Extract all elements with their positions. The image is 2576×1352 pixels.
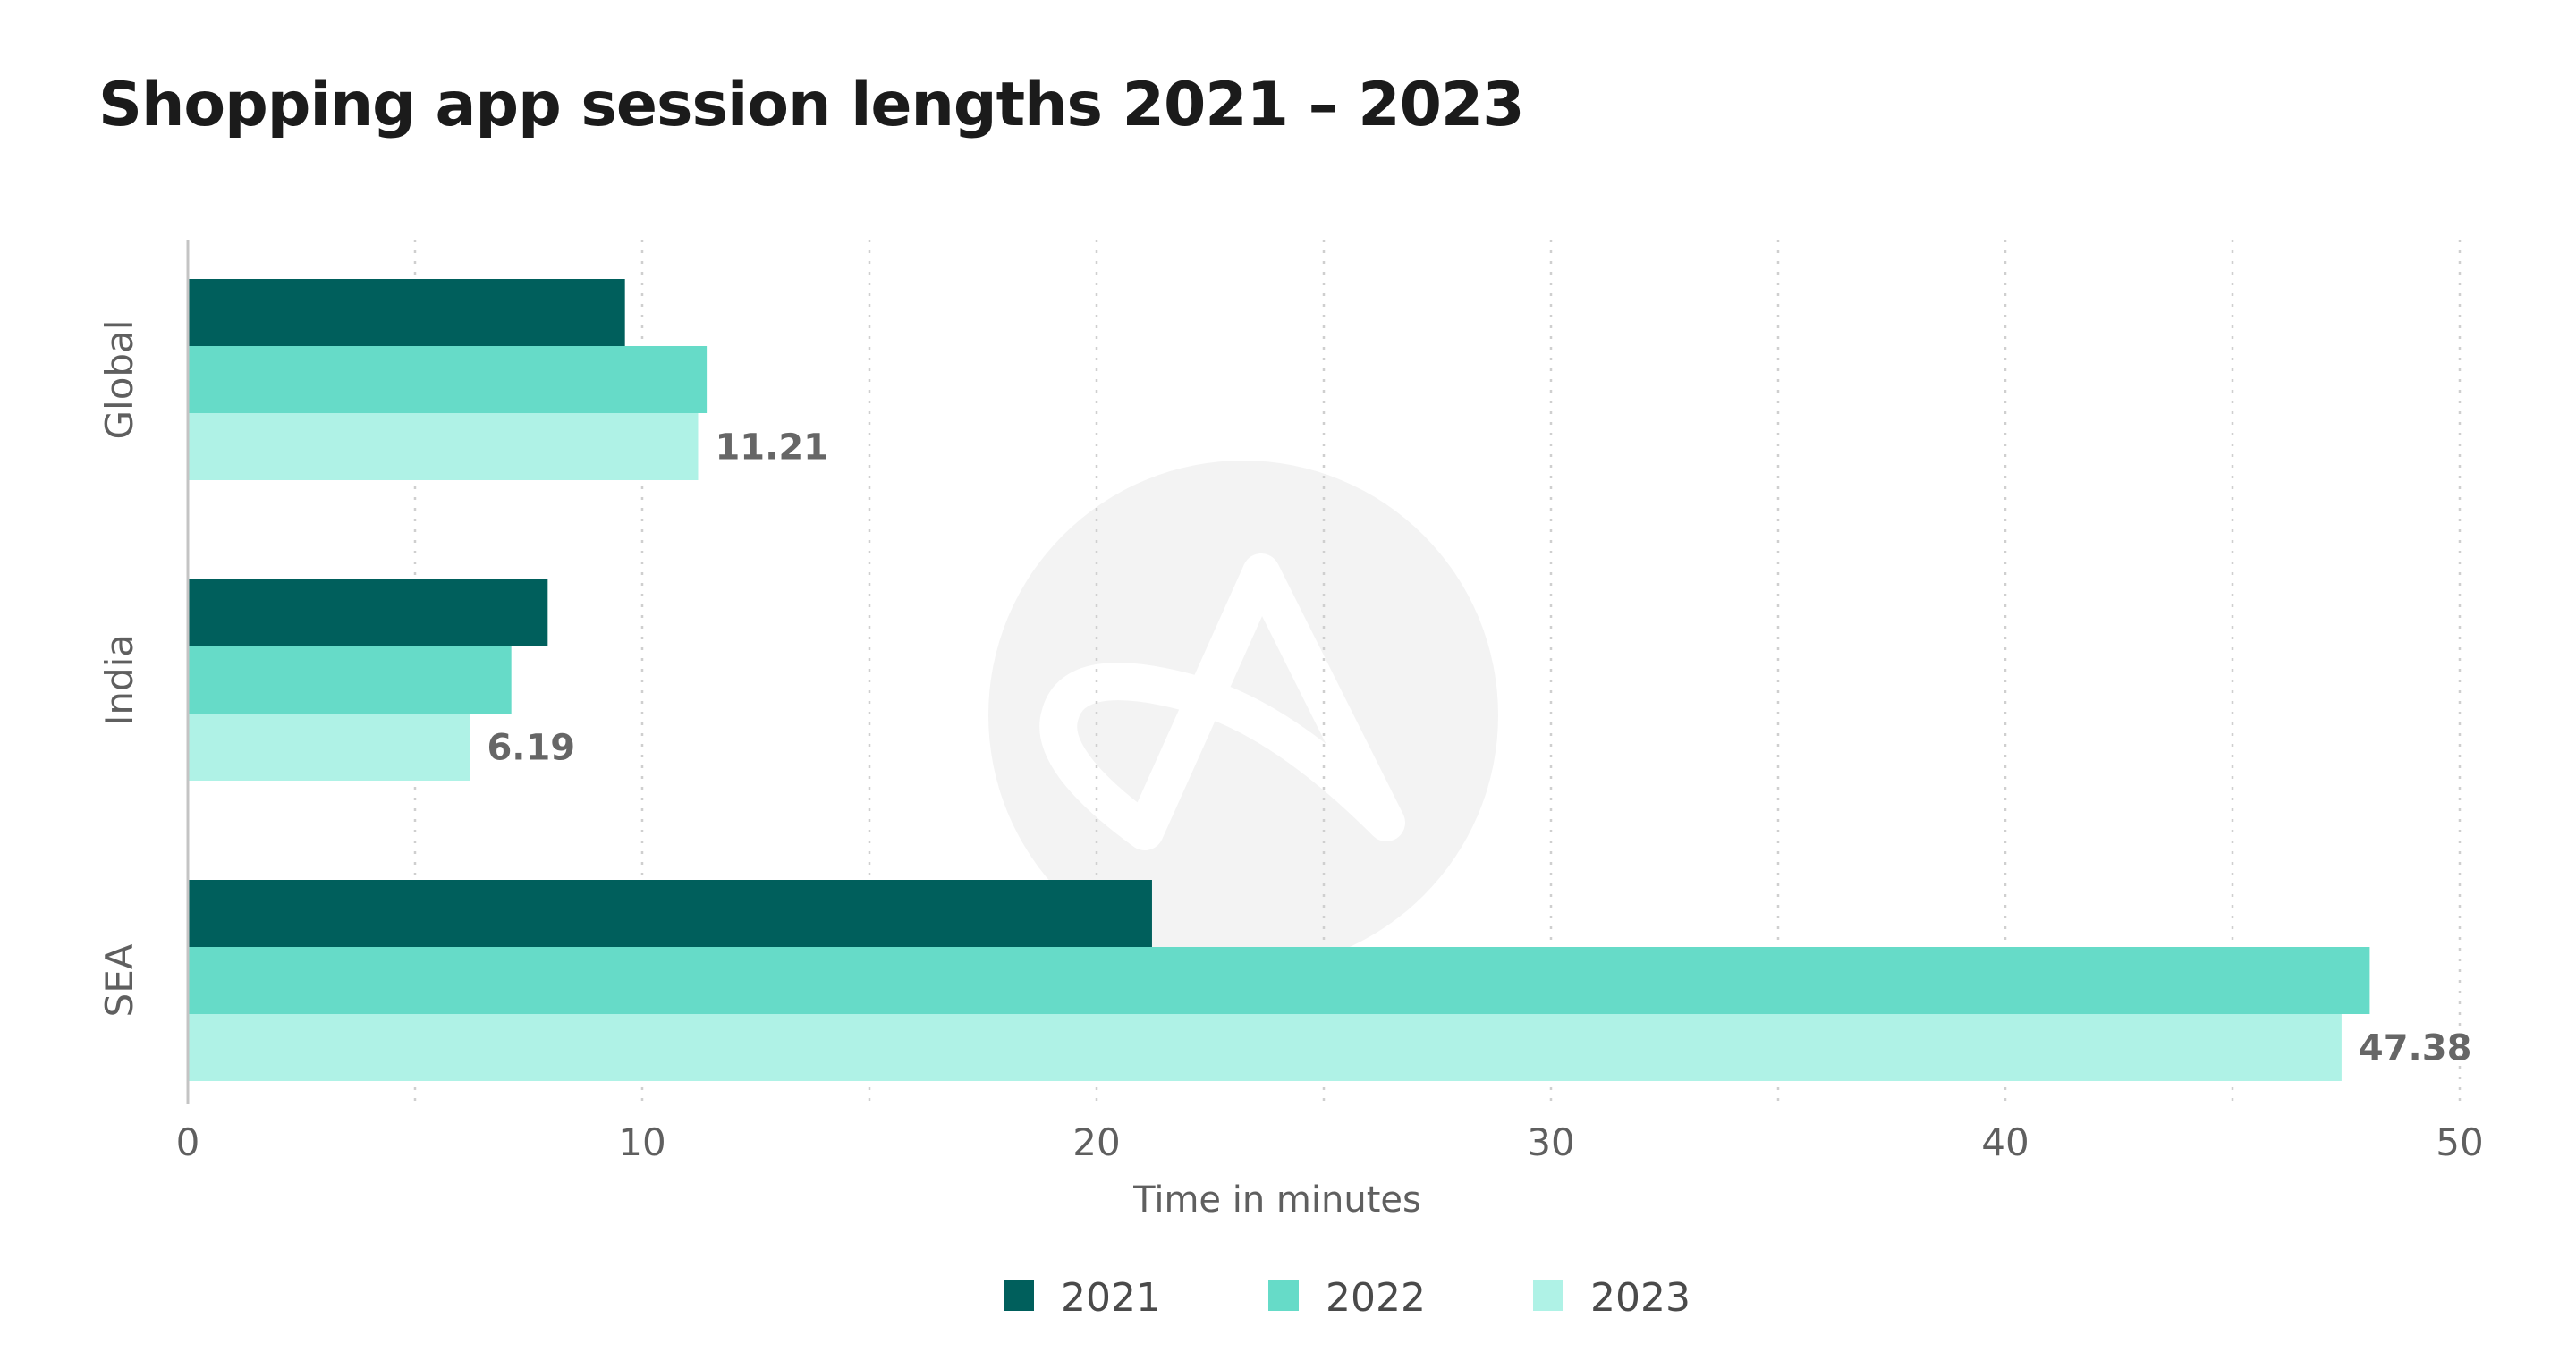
legend-label-2022: 2022 (1326, 1275, 1426, 1321)
bar-india-2023 (189, 714, 470, 781)
data-label-sea: 47.38 (2359, 1028, 2472, 1069)
bar-global-2021 (189, 279, 625, 346)
legend-swatch-2022 (1268, 1280, 1299, 1311)
category-label-sea: SEA (97, 943, 141, 1017)
bar-sea-2023 (189, 1014, 2342, 1081)
bars: 11.21 6.19 47.38 (189, 279, 2471, 1081)
bar-india-2021 (189, 579, 548, 646)
x-tick-label: 50 (2436, 1120, 2483, 1164)
bar-global-2023 (189, 413, 699, 480)
category-label-global: Global (97, 320, 141, 440)
legend: 2021 2022 2023 (1004, 1275, 1690, 1321)
legend-label-2021: 2021 (1061, 1275, 1161, 1321)
data-label-global: 11.21 (715, 427, 828, 469)
x-tick-label: 30 (1527, 1120, 1574, 1164)
x-tick-label: 10 (618, 1120, 665, 1164)
legend-swatch-2021 (1004, 1280, 1034, 1311)
x-tick-label: 20 (1072, 1120, 1120, 1164)
data-label-india: 6.19 (487, 728, 575, 769)
category-labels: Global India SEA (97, 320, 141, 1018)
x-axis-title: Time in minutes (1132, 1179, 1421, 1221)
x-tick-label: 0 (176, 1120, 200, 1164)
bar-sea-2022 (189, 947, 2370, 1014)
x-axis-ticks: 0 10 20 30 40 50 (176, 1120, 2484, 1164)
bar-india-2022 (189, 646, 512, 714)
chart-title: Shopping app session lengths 2021 – 2023 (98, 70, 1525, 140)
legend-label-2023: 2023 (1590, 1275, 1690, 1321)
x-tick-label: 40 (1981, 1120, 2029, 1164)
category-label-india: India (97, 634, 141, 726)
watermark-logo (988, 461, 1498, 970)
bar-global-2022 (189, 346, 708, 413)
legend-swatch-2023 (1533, 1280, 1563, 1311)
bar-sea-2021 (189, 880, 1152, 947)
